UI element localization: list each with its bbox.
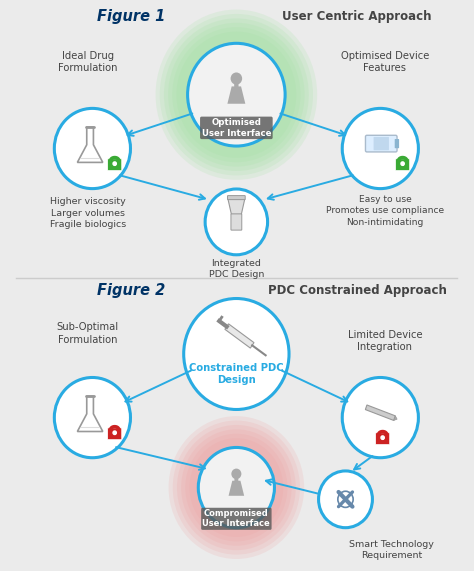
Polygon shape (228, 481, 244, 496)
Circle shape (113, 162, 116, 166)
Text: Ideal Drug
Formulation: Ideal Drug Formulation (58, 51, 118, 74)
Ellipse shape (342, 377, 419, 458)
FancyBboxPatch shape (234, 83, 238, 87)
Ellipse shape (169, 416, 304, 559)
Ellipse shape (342, 108, 419, 188)
Polygon shape (77, 127, 103, 162)
Text: Smart Technology
Requirement: Smart Technology Requirement (349, 540, 434, 560)
Polygon shape (225, 324, 254, 348)
Text: Limited Device
Integration: Limited Device Integration (347, 329, 422, 352)
Circle shape (230, 73, 242, 85)
Text: Integrated
PDC Design: Integrated PDC Design (209, 259, 264, 279)
Ellipse shape (177, 425, 296, 550)
Ellipse shape (55, 377, 130, 458)
Circle shape (113, 431, 116, 435)
Circle shape (231, 469, 241, 479)
Text: Easy to use
Promotes use compliance
Non-intimidating: Easy to use Promotes use compliance Non-… (326, 195, 444, 227)
Polygon shape (228, 199, 245, 214)
Polygon shape (228, 86, 246, 104)
Ellipse shape (190, 438, 283, 537)
Ellipse shape (160, 14, 313, 175)
Ellipse shape (164, 18, 309, 171)
FancyBboxPatch shape (108, 428, 122, 440)
Ellipse shape (55, 108, 130, 188)
FancyBboxPatch shape (235, 478, 238, 481)
Polygon shape (77, 396, 103, 432)
Text: PDC Constrained Approach: PDC Constrained Approach (268, 284, 447, 297)
Text: Sub-Optimal
Formulation: Sub-Optimal Formulation (57, 322, 119, 345)
Text: Optimised
User Interface: Optimised User Interface (201, 118, 271, 138)
Ellipse shape (172, 27, 301, 162)
FancyBboxPatch shape (365, 135, 397, 152)
FancyBboxPatch shape (231, 214, 242, 230)
Circle shape (381, 436, 384, 440)
FancyBboxPatch shape (396, 159, 410, 171)
Ellipse shape (155, 10, 317, 180)
Text: Compromised
User Interface: Compromised User Interface (202, 509, 270, 529)
FancyBboxPatch shape (374, 137, 389, 150)
FancyBboxPatch shape (395, 139, 399, 148)
FancyBboxPatch shape (375, 433, 390, 445)
Text: Figure 2: Figure 2 (97, 283, 165, 298)
Ellipse shape (181, 429, 292, 546)
Text: Figure 1: Figure 1 (97, 9, 165, 24)
Ellipse shape (198, 448, 274, 528)
FancyBboxPatch shape (228, 196, 245, 200)
Polygon shape (365, 405, 395, 420)
Ellipse shape (319, 471, 373, 528)
Ellipse shape (185, 434, 287, 541)
Ellipse shape (173, 420, 300, 554)
Ellipse shape (188, 43, 285, 146)
Ellipse shape (168, 23, 305, 167)
Ellipse shape (184, 299, 289, 409)
Text: Optimised Device
Features: Optimised Device Features (341, 51, 429, 74)
Ellipse shape (176, 31, 296, 158)
Text: Higher viscosity
Larger volumes
Fragile biologics: Higher viscosity Larger volumes Fragile … (50, 198, 126, 230)
FancyBboxPatch shape (108, 159, 122, 171)
Text: User Centric Approach: User Centric Approach (283, 10, 432, 23)
Circle shape (401, 162, 404, 166)
Ellipse shape (205, 189, 268, 255)
Text: Constrained PDC
Design: Constrained PDC Design (189, 363, 283, 385)
Polygon shape (394, 416, 397, 420)
